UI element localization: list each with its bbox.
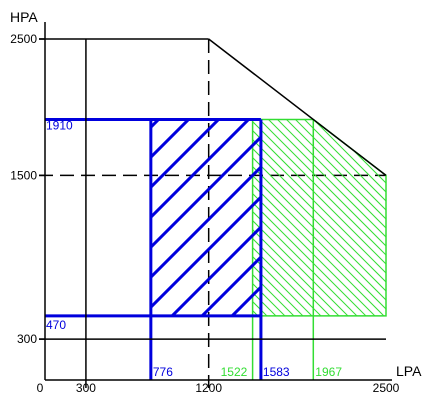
green-hatch-line xyxy=(252,119,386,316)
y-tick-label-1: 1500 xyxy=(10,168,37,182)
green-hatch-line xyxy=(419,0,430,398)
blue-hatch-line xyxy=(150,194,261,310)
green-hatch-line xyxy=(0,0,7,398)
green-hatch-line xyxy=(0,0,250,398)
green-hatch-line xyxy=(0,0,79,398)
green-hatch-line xyxy=(355,119,386,316)
y-tick-label-2: 2500 xyxy=(10,32,37,46)
green-hatch-line xyxy=(0,0,16,398)
green-hatch-line xyxy=(252,119,386,316)
green-hatch-line xyxy=(252,119,386,316)
green-hatch-line xyxy=(252,119,323,316)
blue-x-label-left: 776 xyxy=(153,365,173,379)
green-hatch-line xyxy=(252,119,386,316)
green-hatch-line xyxy=(256,119,386,316)
axes: HPA LPA xyxy=(10,9,422,381)
green-hatch-line xyxy=(252,119,386,316)
y-axis-title: HPA xyxy=(10,9,38,25)
x-tick-label-1: 300 xyxy=(76,381,96,395)
green-hatch-line xyxy=(310,119,386,316)
green-hatch-line xyxy=(252,119,386,316)
green-hatch-line xyxy=(382,119,386,316)
green-hatch-line xyxy=(252,119,386,316)
green-hatch-line xyxy=(252,119,386,316)
blue-hatch-line xyxy=(420,0,430,398)
region-labels: 1910 470 776 1583 1522 1967 xyxy=(46,118,342,379)
reference-lines xyxy=(39,39,386,388)
green-hatch-line xyxy=(252,119,386,316)
green-hatch-line xyxy=(252,119,377,316)
green-hatch-line xyxy=(252,119,386,316)
blue-y-label-top: 1910 xyxy=(46,118,73,132)
envelope xyxy=(39,38,387,388)
green-hatch-line xyxy=(410,0,430,398)
green-hatch-line xyxy=(346,119,386,316)
green-hatch-line xyxy=(252,119,386,316)
x-tick-label-0: 0 xyxy=(37,381,44,395)
blue-hatch-line xyxy=(360,0,430,398)
green-hatch-line xyxy=(252,119,386,316)
blue-hatch-line xyxy=(300,0,430,398)
green-x-label-corner: 1967 xyxy=(315,365,342,379)
blue-hatch-line xyxy=(240,0,430,398)
x-axis-title: LPA xyxy=(396,363,422,379)
green-hatch-line xyxy=(252,119,386,316)
green-x-label-left: 1522 xyxy=(221,365,248,379)
green-hatch-line xyxy=(252,119,314,316)
green-hatch-line xyxy=(252,119,350,316)
green-hatch-line xyxy=(0,0,106,398)
blue-hatch-line xyxy=(330,0,430,398)
blue-hatch-line xyxy=(150,134,261,250)
y-tick-label-0: 300 xyxy=(17,332,37,346)
blue-hatch-line xyxy=(0,0,98,398)
blue-hatch-line xyxy=(150,164,261,280)
green-hatch-line xyxy=(252,119,359,316)
green-hatch-line xyxy=(252,119,386,316)
blue-hatch-line xyxy=(259,314,261,316)
green-hatch-line xyxy=(373,119,386,316)
green-hatch-line xyxy=(0,0,97,398)
envelope-slope-line xyxy=(208,38,387,176)
x-tick-label-2: 1200 xyxy=(195,381,222,395)
green-hatch-line xyxy=(252,119,386,316)
green-hatch-line xyxy=(252,119,386,316)
blue-y-label-bottom: 470 xyxy=(46,318,66,332)
green-hatch-line xyxy=(252,119,386,316)
green-hatch-line xyxy=(0,0,88,398)
ticks: 300 1500 2500 0 300 1200 2500 xyxy=(10,32,399,395)
green-hatch-line xyxy=(252,119,332,316)
x-tick-label-3: 2500 xyxy=(373,381,400,395)
green-hatch-line xyxy=(274,119,386,316)
green-hatch-line xyxy=(252,119,386,316)
green-hatch-line xyxy=(252,119,260,316)
green-hatch-line xyxy=(392,0,430,398)
blue-hatch-line xyxy=(150,119,251,220)
green-hatch-line xyxy=(401,0,430,398)
blue-hatch-line xyxy=(229,284,261,316)
blue-hatch-line xyxy=(210,0,430,398)
blue-x-label-right: 1583 xyxy=(263,365,290,379)
green-hatch-line xyxy=(252,119,386,316)
green-hatch-line xyxy=(328,119,386,316)
green-hatch-line xyxy=(252,119,287,316)
green-hatch-line xyxy=(252,119,386,316)
blue-hatch-line xyxy=(0,0,248,398)
blue-hatch-line xyxy=(390,0,430,398)
